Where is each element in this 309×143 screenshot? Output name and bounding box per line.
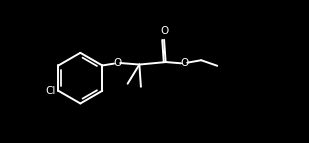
Text: O: O [160, 26, 168, 36]
Text: O: O [113, 58, 121, 68]
Text: O: O [180, 58, 188, 68]
Text: Cl: Cl [45, 86, 55, 96]
